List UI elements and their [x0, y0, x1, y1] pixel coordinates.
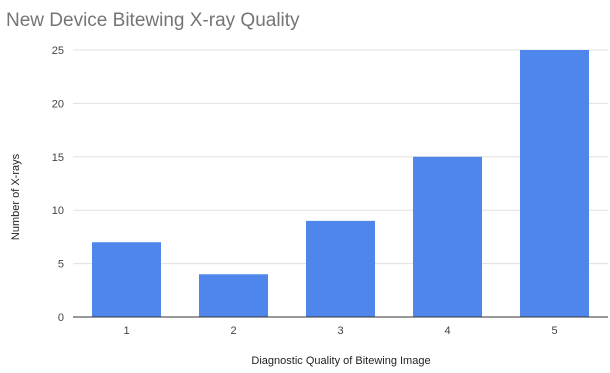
bar-4	[412, 156, 483, 317]
y-tick-label: 0	[58, 312, 64, 324]
y-tick-label: 10	[52, 205, 64, 217]
x-tick-label: 3	[337, 325, 343, 337]
y-tick-label: 25	[52, 45, 64, 57]
x-tick-labels: 1 2 3 4 5	[123, 325, 557, 337]
bar-2	[198, 274, 269, 317]
bars	[91, 50, 590, 317]
x-tick-label: 4	[444, 325, 450, 337]
y-tick-labels: 0 5 10 15 20 25	[52, 45, 64, 324]
bar-1	[91, 242, 162, 317]
chart-title: New Device Bitewing X-ray Quality	[6, 10, 300, 31]
bar-3	[305, 220, 376, 317]
y-axis-label: Number of X-rays	[10, 153, 22, 240]
bar-5	[519, 50, 590, 317]
y-tick-label: 20	[52, 98, 64, 110]
x-tick-label: 1	[123, 325, 129, 337]
y-tick-label: 15	[52, 152, 64, 164]
x-axis-label: Diagnostic Quality of Bitewing Image	[251, 355, 430, 367]
gridlines	[73, 49, 608, 265]
x-tick-label: 2	[230, 325, 236, 337]
x-tick-label: 5	[551, 325, 557, 337]
y-tick-label: 5	[58, 259, 64, 271]
